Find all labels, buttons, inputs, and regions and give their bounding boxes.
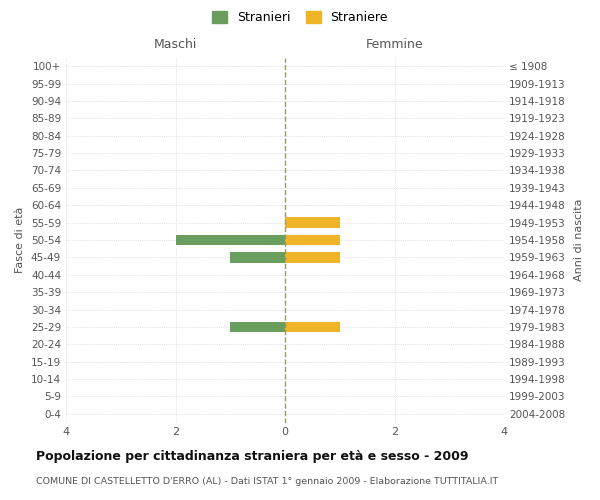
Bar	[230, 252, 285, 262]
Text: Femmine: Femmine	[365, 38, 424, 51]
Bar	[176, 235, 285, 245]
Bar	[285, 235, 340, 245]
Text: Maschi: Maschi	[154, 38, 197, 51]
Y-axis label: Fasce di età: Fasce di età	[16, 207, 25, 273]
Text: Popolazione per cittadinanza straniera per età e sesso - 2009: Popolazione per cittadinanza straniera p…	[36, 450, 469, 463]
Legend: Stranieri, Straniere: Stranieri, Straniere	[212, 11, 388, 24]
Bar	[285, 252, 340, 262]
Text: COMUNE DI CASTELLETTO D'ERRO (AL) - Dati ISTAT 1° gennaio 2009 - Elaborazione TU: COMUNE DI CASTELLETTO D'ERRO (AL) - Dati…	[36, 478, 498, 486]
Y-axis label: Anni di nascita: Anni di nascita	[574, 198, 584, 281]
Bar	[230, 322, 285, 332]
Bar	[285, 322, 340, 332]
Bar	[285, 218, 340, 228]
